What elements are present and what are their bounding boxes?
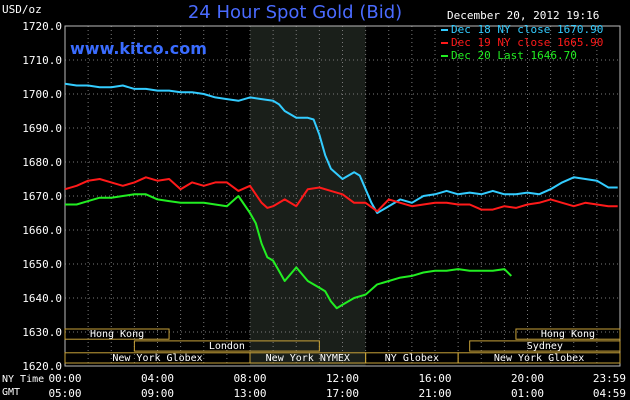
- session-box: [64, 328, 170, 340]
- y-tick-label: 1630.0: [22, 326, 62, 339]
- timestamp: December 20, 2012 19:16: [447, 9, 599, 22]
- session-label: NY Globex: [385, 353, 439, 364]
- session-label: New York Globex: [112, 353, 202, 364]
- y-tick-label: 1720.0: [22, 20, 62, 33]
- x-tick-label: 12:00: [326, 372, 359, 385]
- x-tick-label: 09:00: [141, 387, 174, 400]
- x-tick-label: 20:00: [511, 372, 544, 385]
- x-axis-row-label: GMT: [2, 387, 20, 398]
- x-tick-label: 16:00: [418, 372, 451, 385]
- x-tick-label: 08:00: [233, 372, 266, 385]
- session-label: Sydney: [527, 341, 563, 352]
- session-box: [457, 352, 621, 364]
- series-line-0: [64, 82, 618, 214]
- x-tick-label: 23:59: [593, 372, 626, 385]
- session-label: New York NYMEX: [266, 353, 350, 364]
- x-tick-label: 04:59: [593, 387, 626, 400]
- series-line-2: [65, 193, 513, 310]
- y-tick-label: 1670.0: [22, 190, 62, 203]
- session-label: New York Globex: [494, 353, 584, 364]
- nymex-session-shade: [250, 26, 366, 366]
- y-tick-label: 1620.0: [22, 360, 62, 373]
- x-tick-label: 21:00: [418, 387, 451, 400]
- legend-entry: Dec 18 NY close 1670.90: [451, 23, 603, 36]
- x-tick-label: 13:00: [233, 387, 266, 400]
- session-box: [133, 340, 320, 352]
- x-tick-label: 05:00: [48, 387, 81, 400]
- x-tick-label: 01:00: [511, 387, 544, 400]
- y-tick-label: 1680.0: [22, 156, 62, 169]
- legend-entry: Dec 19 NY close 1665.90: [451, 36, 603, 49]
- plot-frame: [64, 25, 621, 367]
- legend-entry: Dec 20 Last 1646.70: [451, 49, 577, 62]
- session-label: London: [209, 341, 245, 352]
- y-axis-unit-label: USD/oz: [2, 3, 42, 16]
- session-box: [469, 340, 621, 352]
- session-label: Hong Kong: [90, 329, 144, 340]
- chart-title: 24 Hour Spot Gold (Bid): [188, 2, 402, 23]
- x-axis-row-label: NY Time: [2, 374, 44, 385]
- y-tick-label: 1640.0: [22, 292, 62, 305]
- x-tick-label: 04:00: [141, 372, 174, 385]
- x-tick-label: 00:00: [48, 372, 81, 385]
- y-tick-label: 1690.0: [22, 122, 62, 135]
- series-line-1: [64, 176, 618, 213]
- session-label: Hong Kong: [541, 329, 595, 340]
- y-tick-label: 1700.0: [22, 88, 62, 101]
- watermark-url: www.kitco.com: [70, 39, 207, 58]
- y-tick-label: 1710.0: [22, 54, 62, 67]
- y-tick-label: 1650.0: [22, 258, 62, 271]
- session-box: [515, 328, 621, 340]
- x-tick-label: 17:00: [326, 387, 359, 400]
- y-tick-label: 1660.0: [22, 224, 62, 237]
